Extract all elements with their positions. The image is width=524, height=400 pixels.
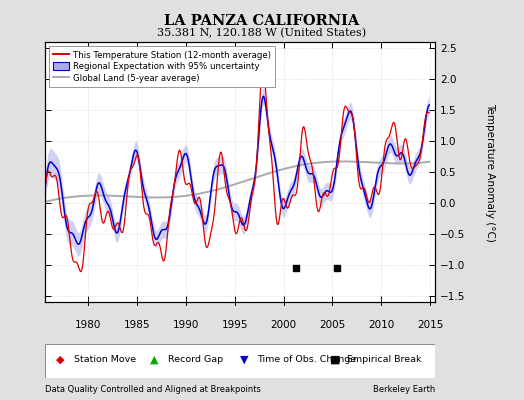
FancyBboxPatch shape (45, 344, 435, 378)
Text: LA PANZA CALIFORNIA: LA PANZA CALIFORNIA (165, 14, 359, 28)
Text: 1985: 1985 (124, 320, 150, 330)
Y-axis label: Temperature Anomaly (°C): Temperature Anomaly (°C) (485, 102, 495, 242)
Text: 1995: 1995 (222, 320, 248, 330)
Text: ▼: ▼ (239, 354, 248, 364)
Text: 2015: 2015 (417, 320, 443, 330)
Text: 1980: 1980 (75, 320, 102, 330)
Text: Data Quality Controlled and Aligned at Breakpoints: Data Quality Controlled and Aligned at B… (45, 385, 260, 394)
Text: 2005: 2005 (319, 320, 345, 330)
Legend: This Temperature Station (12-month average), Regional Expectation with 95% uncer: This Temperature Station (12-month avera… (49, 46, 275, 87)
Text: ▲: ▲ (150, 354, 158, 364)
Text: Record Gap: Record Gap (168, 355, 223, 364)
Text: 35.381 N, 120.188 W (United States): 35.381 N, 120.188 W (United States) (157, 28, 367, 38)
Text: ■: ■ (330, 354, 340, 364)
Text: 2000: 2000 (270, 320, 297, 330)
Text: 1990: 1990 (173, 320, 199, 330)
Text: 2010: 2010 (368, 320, 395, 330)
Text: Time of Obs. Change: Time of Obs. Change (257, 355, 356, 364)
Text: Berkeley Earth: Berkeley Earth (373, 385, 435, 394)
Text: ◆: ◆ (56, 354, 65, 364)
Text: Empirical Break: Empirical Break (347, 355, 422, 364)
Text: Station Move: Station Move (74, 355, 136, 364)
